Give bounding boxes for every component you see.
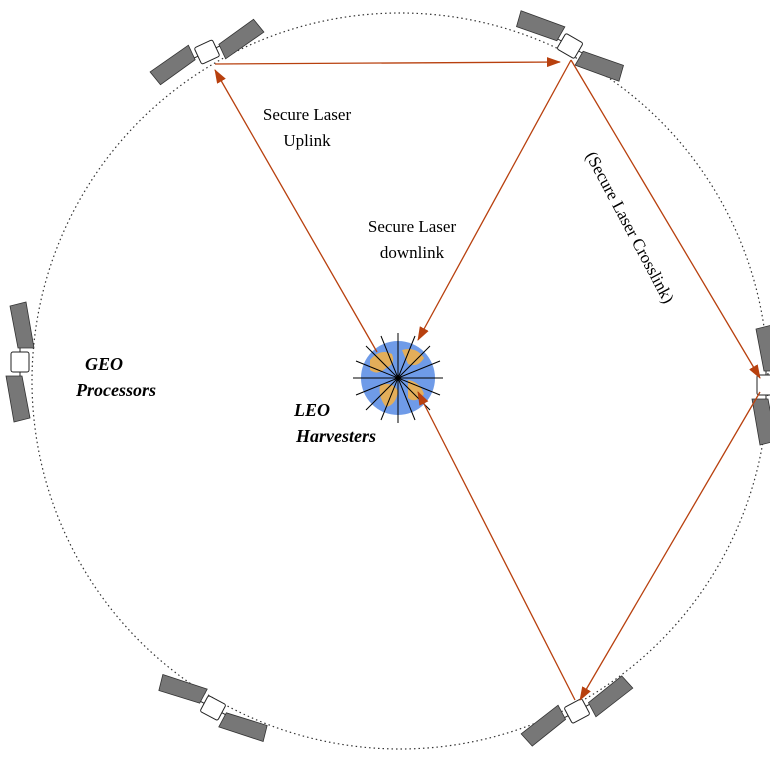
satellite <box>152 666 274 750</box>
label: Secure Laser <box>263 105 352 124</box>
link-arrow <box>214 57 561 68</box>
label: GEO <box>85 354 123 374</box>
label: (Secure Laser Crosslink) <box>582 148 678 306</box>
link-arrow <box>417 391 576 701</box>
satellite <box>510 3 630 89</box>
satellite <box>751 324 770 446</box>
link-arrow <box>570 59 761 379</box>
link-arrow <box>579 391 761 701</box>
label: Harvesters <box>295 426 376 446</box>
link-arrow <box>214 69 378 353</box>
label: LEO <box>293 400 330 420</box>
satellite <box>516 669 638 753</box>
satellite <box>5 301 35 423</box>
label: downlink <box>380 243 445 262</box>
link-arrow <box>417 59 572 341</box>
satellite <box>146 13 268 91</box>
label: Uplink <box>283 131 331 150</box>
label: Processors <box>75 380 156 400</box>
label: Secure Laser <box>368 217 457 236</box>
earth <box>353 333 443 423</box>
